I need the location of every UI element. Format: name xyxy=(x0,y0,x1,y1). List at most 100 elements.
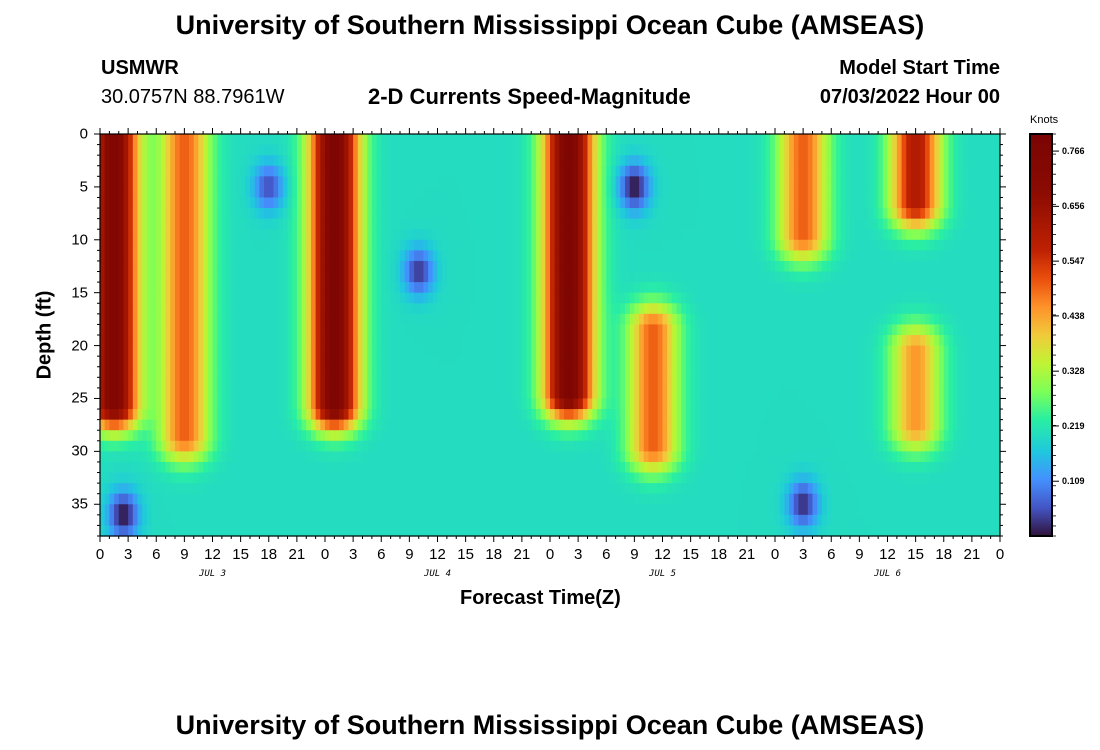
heatmap-cell xyxy=(484,229,490,241)
heatmap-cell xyxy=(521,472,528,484)
heatmap-cell xyxy=(334,461,340,474)
heatmap-cell xyxy=(231,409,237,421)
heatmap-cell xyxy=(498,229,504,241)
heatmap-cell xyxy=(671,451,678,463)
heatmap-cell xyxy=(700,472,706,484)
heatmap-cell xyxy=(306,324,312,336)
heatmap-cell xyxy=(221,377,228,389)
heatmap-cell xyxy=(217,303,223,315)
heatmap-cell xyxy=(339,472,345,484)
heatmap-cell xyxy=(193,398,200,410)
heatmap-cell xyxy=(203,292,209,304)
heatmap-cell xyxy=(123,504,129,516)
heatmap-cell xyxy=(578,271,584,283)
heatmap-cell xyxy=(325,176,331,188)
heatmap-cell xyxy=(475,504,481,516)
heatmap-cell xyxy=(231,165,237,177)
heatmap-cell xyxy=(662,229,668,241)
heatmap-cell xyxy=(118,271,125,283)
heatmap-cell xyxy=(657,366,664,378)
heatmap-cell xyxy=(287,313,293,326)
heatmap-cell xyxy=(339,292,345,304)
heatmap-cell xyxy=(709,208,715,220)
heatmap-cell xyxy=(184,377,190,389)
heatmap-cell xyxy=(109,292,115,304)
heatmap-cell xyxy=(254,282,260,294)
heatmap-cell xyxy=(217,366,223,378)
heatmap-cell xyxy=(517,430,523,442)
heatmap-cell xyxy=(437,335,443,347)
heatmap-cell xyxy=(254,229,260,241)
heatmap-cell xyxy=(521,313,528,326)
heatmap-cell xyxy=(367,197,373,209)
heatmap-cell xyxy=(151,409,157,421)
heatmap-cell xyxy=(123,387,129,400)
heatmap-cell xyxy=(442,313,448,326)
heatmap-cell xyxy=(179,525,185,537)
heatmap-cell xyxy=(446,493,453,505)
heatmap-cell xyxy=(479,313,485,326)
heatmap-cell xyxy=(428,419,434,431)
heatmap-cell xyxy=(217,461,223,474)
heatmap-cell xyxy=(446,186,453,199)
heatmap-cell xyxy=(587,186,593,199)
heatmap-cell xyxy=(610,356,617,368)
heatmap-cell xyxy=(610,419,617,431)
heatmap-cell xyxy=(695,483,701,495)
heatmap-cell xyxy=(189,345,195,357)
heatmap-cell xyxy=(170,419,176,431)
heatmap-cell xyxy=(245,218,251,230)
heatmap-cell xyxy=(287,419,293,431)
heatmap-cell xyxy=(503,377,509,389)
heatmap-cell xyxy=(648,250,654,262)
heatmap-cell xyxy=(353,451,359,463)
heatmap-cell xyxy=(685,483,692,495)
heatmap-cell xyxy=(625,398,631,410)
heatmap-cell xyxy=(390,176,396,188)
heatmap-cell xyxy=(207,398,214,410)
heatmap-cell xyxy=(151,292,157,304)
heatmap-cell xyxy=(409,208,415,220)
heatmap-cell xyxy=(704,356,710,368)
heatmap-cell xyxy=(606,271,612,283)
heatmap-cell xyxy=(700,398,706,410)
heatmap-cell xyxy=(451,176,457,188)
heatmap-cell xyxy=(465,155,471,167)
heatmap-cell xyxy=(357,387,364,400)
heatmap-cell xyxy=(292,155,298,167)
heatmap-cell xyxy=(371,387,378,400)
heatmap-cell xyxy=(404,461,410,474)
heatmap-cell xyxy=(428,387,434,400)
heatmap-cell xyxy=(390,430,396,442)
heatmap-cell xyxy=(385,155,392,167)
heatmap-cell xyxy=(250,419,256,431)
heatmap-cell xyxy=(240,525,246,537)
heatmap-cell xyxy=(123,409,129,421)
heatmap-cell xyxy=(404,483,410,495)
heatmap-cell xyxy=(470,239,476,251)
heatmap-cell xyxy=(114,525,120,537)
heatmap-cell xyxy=(475,345,481,357)
heatmap-cell xyxy=(414,165,420,177)
heatmap-cell xyxy=(625,239,631,251)
heatmap-cell xyxy=(460,398,467,410)
heatmap-cell xyxy=(357,282,364,294)
heatmap-cell xyxy=(625,514,631,527)
heatmap-cell xyxy=(395,176,401,188)
heatmap-cell xyxy=(601,176,607,188)
heatmap-cell xyxy=(418,134,425,146)
heatmap-cell xyxy=(475,282,481,294)
heatmap-cell xyxy=(414,514,420,527)
heatmap-cell xyxy=(156,229,162,241)
heatmap-cell xyxy=(470,282,476,294)
heatmap-cell xyxy=(245,419,251,431)
heatmap-cell xyxy=(470,303,476,315)
heatmap-cell xyxy=(137,461,143,474)
heatmap-cell xyxy=(193,165,200,177)
heatmap-cell xyxy=(207,229,214,241)
heatmap-cell xyxy=(512,504,518,516)
heatmap-cell xyxy=(573,208,579,220)
heatmap-cell xyxy=(465,282,471,294)
heatmap-cell xyxy=(278,493,284,505)
heatmap-cell xyxy=(104,525,110,537)
